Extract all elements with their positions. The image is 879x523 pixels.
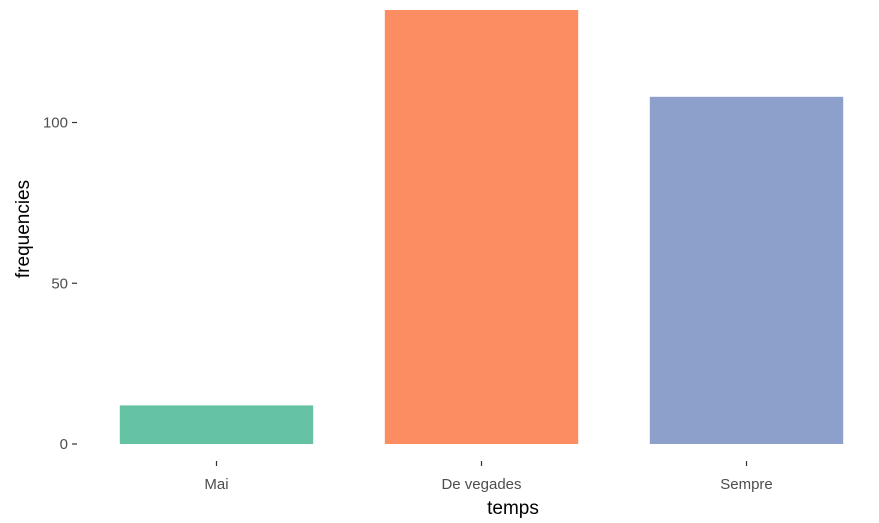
- bars: [119, 10, 844, 445]
- y-tick-label: 0: [60, 436, 68, 453]
- y-axis-title: frequencies: [13, 180, 34, 278]
- bar-sempre: [649, 96, 844, 445]
- y-tick-label: 100: [43, 115, 68, 132]
- bar-mai: [119, 405, 314, 444]
- y-tick-label: 50: [51, 275, 68, 292]
- y-axis: 0 50 100: [43, 115, 77, 453]
- x-tick-label: Sempre: [720, 476, 773, 493]
- x-axis-title: temps: [487, 498, 539, 519]
- x-axis: Mai De vegades Sempre: [204, 461, 773, 493]
- bar-de-vegades: [384, 10, 579, 444]
- x-tick-label: Mai: [204, 476, 228, 493]
- x-tick-label: De vegades: [441, 476, 521, 493]
